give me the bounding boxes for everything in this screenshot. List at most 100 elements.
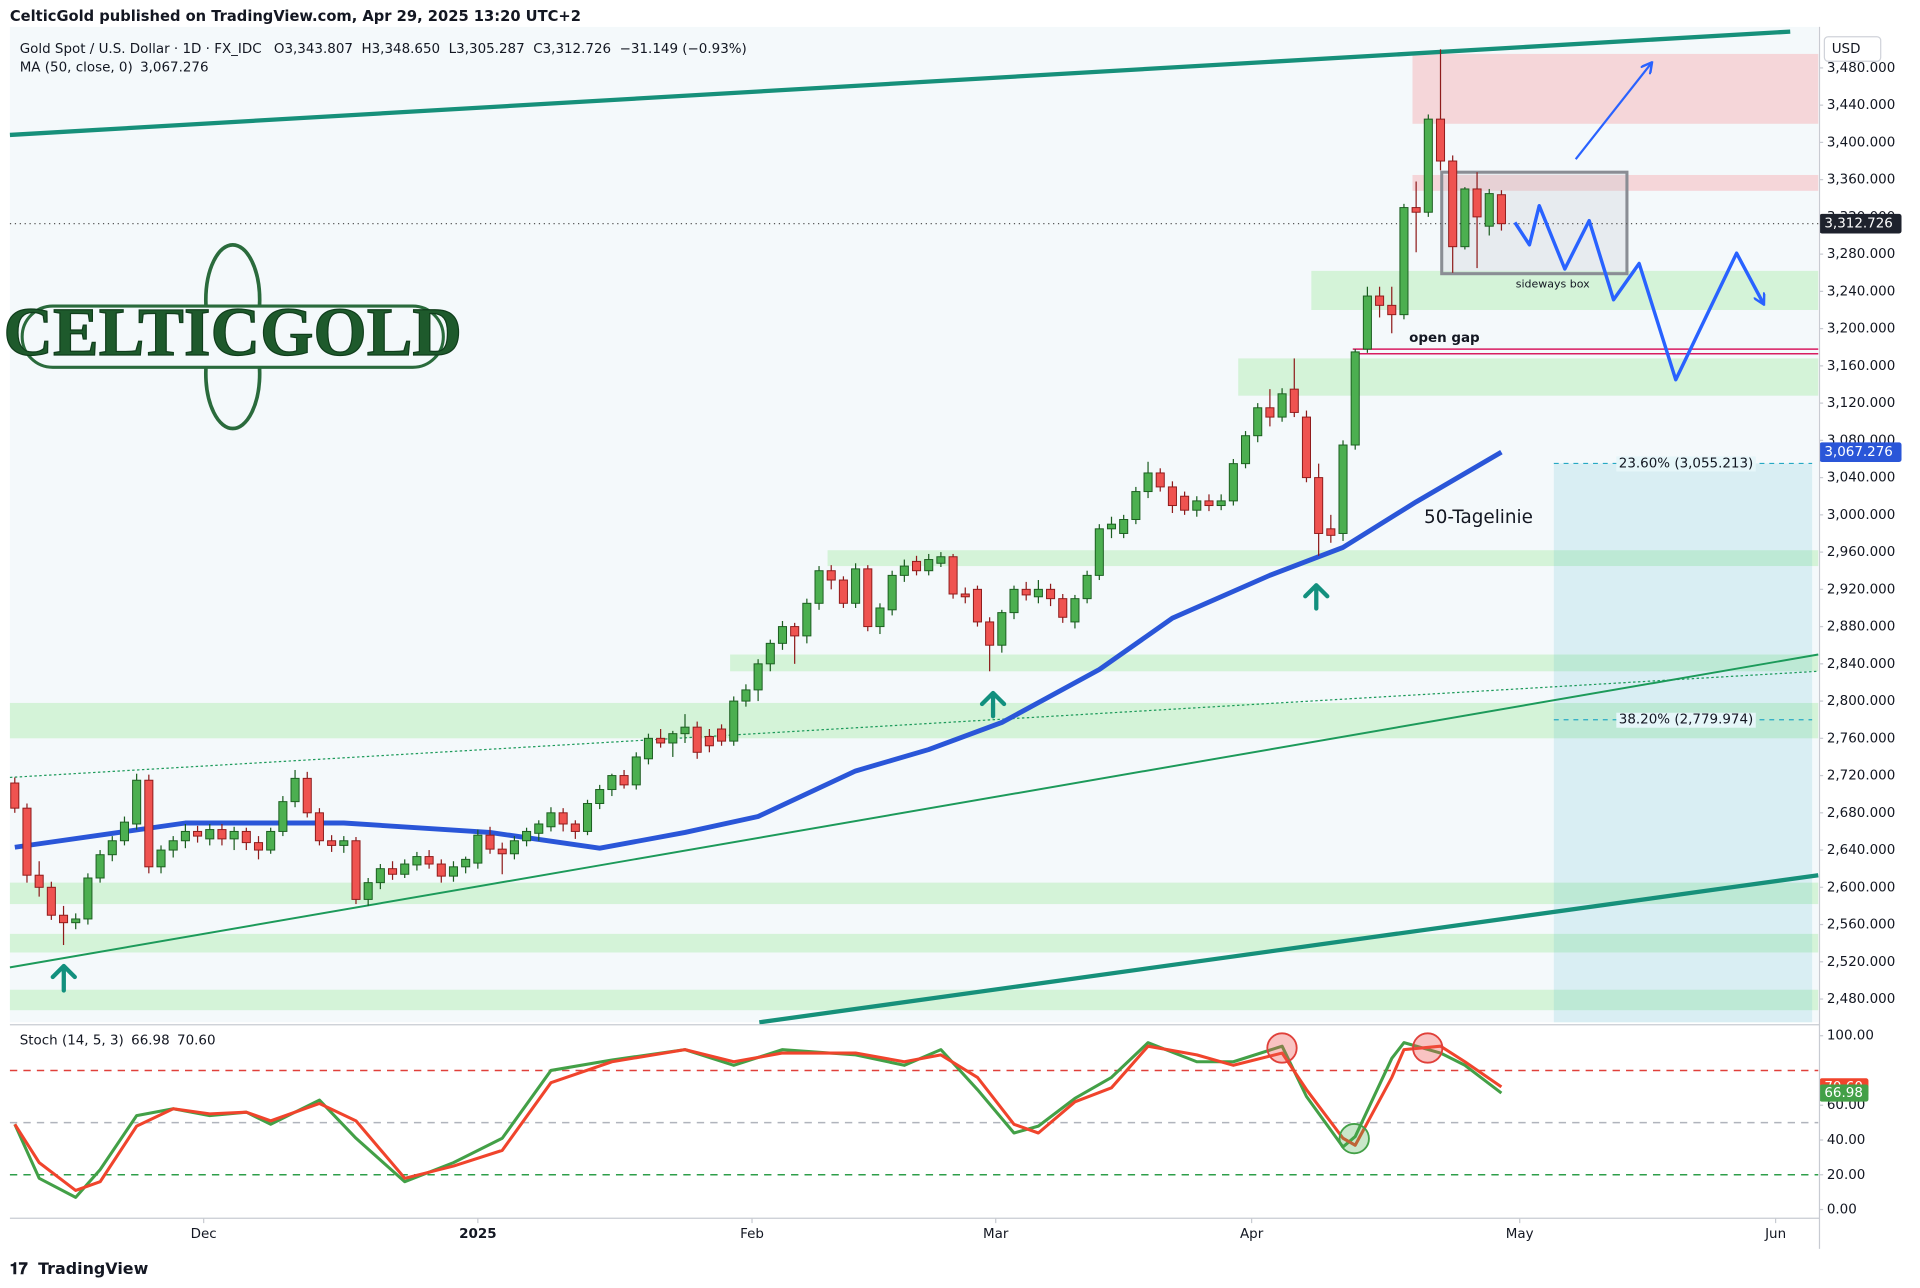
candle-body	[1082, 574, 1092, 600]
candle-body	[1180, 495, 1190, 511]
candle-body	[1155, 472, 1165, 488]
logo: CELTICGOLD	[3, 243, 463, 431]
legend-text: 3,343.807	[284, 42, 352, 57]
candle-body	[375, 868, 385, 884]
candle-body	[729, 700, 739, 742]
candle-body	[1167, 486, 1177, 507]
zone	[827, 550, 1819, 567]
stoch-tag-box	[1819, 1084, 1869, 1102]
trend-line	[759, 873, 1819, 1025]
candle-body	[339, 840, 349, 846]
candle-body	[924, 559, 934, 572]
candle-body	[83, 877, 93, 920]
candle-body	[1375, 295, 1385, 306]
up-arrow	[50, 963, 77, 993]
zone	[1412, 53, 1819, 124]
candle-body	[948, 556, 958, 595]
candle-body	[1046, 588, 1056, 600]
y-tick-label: 3,000.000	[1827, 508, 1895, 523]
candle-body	[1021, 588, 1031, 596]
x-tick-label: Feb	[740, 1227, 764, 1242]
ma-tag: 3,067.276	[1824, 445, 1892, 460]
candle-body	[1033, 588, 1043, 598]
y-tick-label: 2,600.000	[1827, 880, 1895, 895]
candle-body	[253, 842, 264, 851]
candle-body	[790, 626, 800, 637]
candle-body	[1094, 528, 1104, 576]
candle-body	[1289, 388, 1299, 413]
candle-body	[327, 840, 337, 846]
up-arrow	[1303, 583, 1330, 611]
candle-body	[132, 779, 142, 825]
candle-body	[388, 868, 398, 875]
y-tick-label: 3,240.000	[1827, 284, 1895, 299]
y-tick-label: 3,200.000	[1827, 322, 1895, 337]
candle-body	[461, 858, 471, 868]
legend-text: 3,305.287	[456, 42, 524, 57]
candle-body	[448, 866, 459, 877]
y-tick-label: 3,040.000	[1827, 471, 1895, 486]
candle-body	[546, 812, 556, 828]
candle-body	[363, 882, 373, 900]
candle-body	[302, 777, 312, 814]
x-tick-label: Mar	[983, 1227, 1009, 1242]
gap-label: open gap	[1409, 331, 1480, 346]
candle-body	[1192, 500, 1202, 511]
publisher: CelticGold published on TradingView.com,…	[10, 8, 581, 25]
y-tick-label: 2,520.000	[1827, 955, 1895, 970]
candle-body	[168, 840, 178, 851]
candle-body	[1448, 160, 1458, 248]
candle-body	[1143, 472, 1153, 493]
candle-body	[558, 812, 568, 825]
forecast-arrow	[1574, 63, 1652, 160]
legend-text: L	[449, 42, 457, 57]
zone	[9, 933, 1819, 953]
candle-body	[241, 830, 251, 844]
x-tick-label: 2025	[459, 1227, 496, 1242]
candle-body	[887, 574, 897, 611]
candle-body	[704, 735, 714, 747]
candle-body	[875, 607, 885, 628]
footer: 𝟏𝟕 TradingView	[10, 1259, 149, 1278]
candle-body	[1241, 435, 1251, 465]
stoch-k-value: 66.98	[131, 1034, 170, 1049]
circle	[1266, 1032, 1298, 1064]
candle-body	[851, 568, 861, 604]
candle-body	[838, 579, 848, 604]
candle-body	[1326, 528, 1336, 536]
fib-label: 38.20% (2,779.974)	[1619, 713, 1754, 728]
fib-label-bg	[1616, 712, 1756, 728]
candle-body	[1423, 118, 1433, 213]
candle-body	[522, 830, 532, 842]
candle-body	[997, 612, 1007, 646]
footer-logo: 𝟏𝟕	[10, 1259, 28, 1278]
candle-body	[607, 775, 617, 791]
candle-body	[802, 602, 812, 637]
stoch-d	[13, 1044, 1503, 1192]
stoch-tick-label: 20.00	[1827, 1168, 1866, 1183]
legend-text: MA (50, close, 0)	[20, 60, 133, 75]
candle-body	[985, 621, 995, 646]
y-tick-label: 2,920.000	[1827, 582, 1895, 597]
candle-body	[582, 803, 593, 832]
y-tick-label: 2,760.000	[1827, 731, 1895, 746]
legend-text: H	[362, 42, 372, 57]
currency: USD	[1832, 42, 1861, 57]
ma-annotation: 50-Tagelinie	[1424, 507, 1533, 528]
y-tick-label: 3,360.000	[1827, 173, 1895, 188]
candle-body	[741, 689, 751, 702]
candle-body	[400, 863, 410, 875]
candle-body	[314, 812, 324, 842]
candle-body	[1058, 598, 1068, 618]
candle-body	[95, 854, 105, 879]
candle-body	[1362, 295, 1372, 350]
zone	[9, 702, 1819, 739]
candle-body	[1070, 598, 1080, 623]
candle-body	[144, 779, 154, 868]
legend-text: −31.149 (−0.93%)	[620, 42, 747, 57]
legend-text: 3,348.650	[372, 42, 440, 57]
candle-body	[1460, 188, 1470, 248]
zone	[1412, 174, 1819, 191]
